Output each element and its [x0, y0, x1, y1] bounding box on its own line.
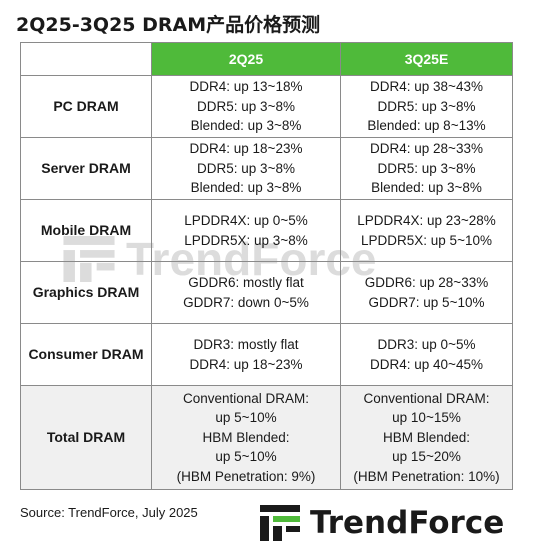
- cell-2q25: LPDDR4X: up 0~5% LPDDR5X: up 3~8%: [151, 199, 341, 262]
- cell-line: DDR4: up 38~43%: [370, 79, 483, 95]
- cell-line: LPDDR5X: up 3~8%: [184, 232, 308, 248]
- cell-line: up 5~10%: [215, 410, 277, 426]
- cell-2q25: DDR3: mostly flat DDR4: up 18~23%: [151, 323, 341, 386]
- logo-text: TrendForce: [310, 505, 505, 541]
- cell-line: Conventional DRAM:: [363, 390, 490, 406]
- cell-3q25e: LPDDR4X: up 23~28% LPDDR5X: up 5~10%: [340, 199, 513, 262]
- cell-line: (HBM Penetration: 10%): [353, 468, 500, 484]
- row-category: Consumer DRAM: [20, 323, 152, 386]
- header-empty-cell: [20, 42, 152, 76]
- trendforce-logo-icon: [260, 505, 300, 541]
- row-category: Graphics DRAM: [20, 261, 152, 324]
- cell-line: (HBM Penetration: 9%): [176, 468, 316, 484]
- table-row: PC DRAM DDR4: up 13~18% DDR5: up 3~8% Bl…: [20, 75, 513, 138]
- cell-3q25e: DDR4: up 28~33% DDR5: up 3~8% Blended: u…: [340, 137, 513, 200]
- cell-2q25: DDR4: up 13~18% DDR5: up 3~8% Blended: u…: [151, 75, 341, 138]
- row-category: PC DRAM: [20, 75, 152, 138]
- cell-line: up 5~10%: [215, 449, 277, 465]
- table-row: Consumer DRAM DDR3: mostly flat DDR4: up…: [20, 323, 513, 386]
- cell-line: GDDR6: mostly flat: [188, 275, 304, 290]
- table-row: Mobile DRAM LPDDR4X: up 0~5% LPDDR5X: up…: [20, 199, 513, 262]
- cell-3q25e: Conventional DRAM: up 10~15% HBM Blended…: [340, 385, 513, 490]
- cell-3q25e: DDR4: up 38~43% DDR5: up 3~8% Blended: u…: [340, 75, 513, 138]
- cell-line: DDR5: up 3~8%: [197, 160, 295, 176]
- cell-line: GDDR7: down 0~5%: [183, 294, 309, 310]
- row-category: Total DRAM: [20, 385, 152, 490]
- cell-line: Blended: up 3~8%: [190, 180, 302, 196]
- cell-2q25: Conventional DRAM: up 5~10% HBM Blended:…: [151, 385, 341, 490]
- cell-line: Blended: up 3~8%: [371, 180, 482, 196]
- trendforce-logo: TrendForce: [260, 505, 504, 541]
- cell-line: LPDDR4X: up 0~5%: [184, 213, 308, 228]
- cell-line: HBM Blended:: [382, 429, 471, 445]
- cell-line: HBM Blended:: [202, 429, 290, 445]
- table-row: Graphics DRAM GDDR6: mostly flat GDDR7: …: [20, 261, 513, 324]
- cell-line: up 15~20%: [392, 449, 461, 465]
- cell-line: DDR5: up 3~8%: [377, 160, 476, 176]
- table-header-row: 2Q25 3Q25E: [20, 42, 513, 76]
- header-3q25e: 3Q25E: [340, 42, 513, 76]
- cell-line: Conventional DRAM:: [182, 390, 310, 406]
- cell-line: DDR4: up 13~18%: [189, 79, 303, 95]
- page-title: 2Q25-3Q25 DRAM产品价格预测: [16, 14, 321, 36]
- cell-2q25: DDR4: up 18~23% DDR5: up 3~8% Blended: u…: [151, 137, 341, 200]
- cell-line: DDR3: up 0~5%: [377, 337, 476, 352]
- cell-line: DDR5: up 3~8%: [377, 98, 476, 114]
- cell-2q25: GDDR6: mostly flat GDDR7: down 0~5%: [151, 261, 341, 324]
- row-category: Server DRAM: [20, 137, 152, 200]
- table-row: Server DRAM DDR4: up 18~23% DDR5: up 3~8…: [20, 137, 513, 200]
- cell-line: LPDDR5X: up 5~10%: [361, 232, 492, 248]
- cell-line: LPDDR4X: up 23~28%: [357, 213, 496, 228]
- cell-line: GDDR7: up 5~10%: [368, 294, 485, 310]
- cell-line: DDR4: up 18~23%: [189, 356, 303, 372]
- source-note: Source: TrendForce, July 2025: [20, 505, 198, 520]
- header-2q25: 2Q25: [151, 42, 341, 76]
- row-category: Mobile DRAM: [20, 199, 152, 262]
- cell-line: DDR4: up 28~33%: [370, 141, 483, 157]
- cell-3q25e: GDDR6: up 28~33% GDDR7: up 5~10%: [340, 261, 513, 324]
- cell-line: up 10~15%: [392, 410, 461, 426]
- cell-line: GDDR6: up 28~33%: [364, 275, 489, 290]
- cell-line: Blended: up 3~8%: [190, 118, 302, 134]
- cell-line: DDR3: mostly flat: [193, 337, 299, 352]
- cell-line: DDR4: up 18~23%: [189, 141, 303, 157]
- cell-line: DDR4: up 40~45%: [370, 356, 483, 372]
- cell-3q25e: DDR3: up 0~5% DDR4: up 40~45%: [340, 323, 513, 386]
- table-row-total: Total DRAM Conventional DRAM: up 5~10% H…: [20, 385, 513, 490]
- price-forecast-table: 2Q25 3Q25E PC DRAM DDR4: up 13~18% DDR5:…: [20, 42, 513, 490]
- price-forecast-table-container: 2Q25 3Q25E PC DRAM DDR4: up 13~18% DDR5:…: [20, 42, 513, 490]
- cell-line: Blended: up 8~13%: [367, 118, 486, 134]
- cell-line: DDR5: up 3~8%: [197, 98, 295, 114]
